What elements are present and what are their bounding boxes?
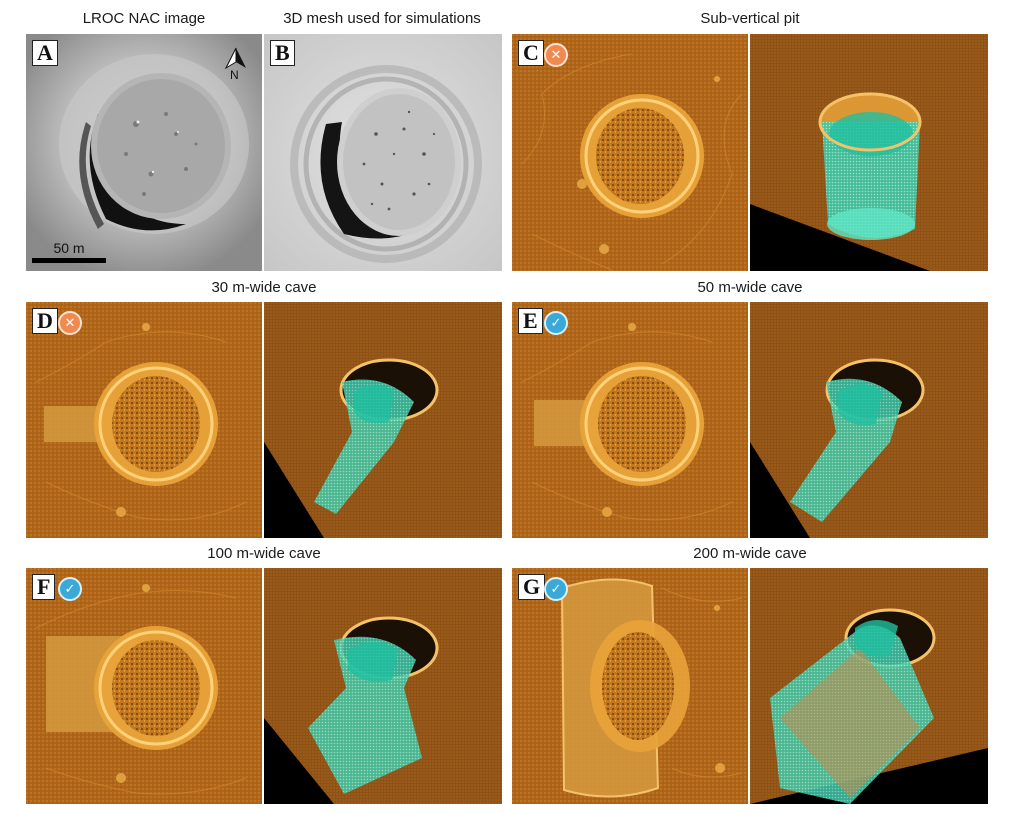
- pit-top-view-render: [512, 34, 748, 271]
- panel-letter-e: E: [518, 308, 543, 334]
- panel-letter-d: D: [32, 308, 58, 334]
- panel-b-3d-mesh: B: [264, 34, 502, 271]
- cave200-top-view-render: [512, 568, 748, 804]
- panel-e-3d-view: [750, 302, 988, 538]
- north-label: N: [230, 68, 239, 82]
- caption-200m-cave: 200 m-wide cave: [693, 545, 807, 562]
- north-arrow-icon: N: [224, 46, 248, 82]
- panel-g-top-view: G ✓: [512, 568, 748, 804]
- caption-lroc-nac: LROC NAC image: [82, 10, 206, 27]
- panel-d-3d-view: [264, 302, 502, 538]
- pit-3d-render: [750, 34, 988, 271]
- panel-c-top-view: C ✕: [512, 34, 748, 271]
- rejected-cross-icon: ✕: [58, 311, 82, 335]
- cave100-top-view-render: [26, 568, 262, 804]
- rejected-cross-icon: ✕: [544, 43, 568, 67]
- panel-a-lroc-image: A N 50 m: [26, 34, 262, 271]
- caption-30m-cave: 30 m-wide cave: [211, 279, 317, 296]
- panel-d-top-view: D ✕: [26, 302, 262, 538]
- cave200-3d-render: [750, 568, 988, 804]
- caption-50m-cave: 50 m-wide cave: [697, 279, 803, 296]
- panel-letter-g: G: [518, 574, 546, 600]
- cave50-3d-render: [750, 302, 988, 538]
- caption-sub-vertical-pit: Sub-vertical pit: [700, 10, 800, 27]
- panel-letter-b: B: [270, 40, 295, 66]
- panel-letter-a: A: [32, 40, 58, 66]
- panel-e-top-view: E ✓: [512, 302, 748, 538]
- panel-letter-f: F: [32, 574, 56, 600]
- accepted-check-icon: ✓: [58, 577, 82, 601]
- mesh-render: [264, 34, 502, 271]
- caption-3d-mesh: 3D mesh used for simulations: [283, 10, 481, 27]
- panel-f-3d-view: [264, 568, 502, 804]
- accepted-check-icon: ✓: [544, 577, 568, 601]
- panel-letter-c: C: [518, 40, 544, 66]
- panel-f-top-view: F ✓: [26, 568, 262, 804]
- panel-c-3d-view: [750, 34, 988, 271]
- cave30-top-view-render: [26, 302, 262, 538]
- accepted-check-icon: ✓: [544, 311, 568, 335]
- panel-g-3d-view: [750, 568, 988, 804]
- cave50-top-view-render: [512, 302, 748, 538]
- cave30-3d-render: [264, 302, 502, 538]
- scale-bar-line: [32, 258, 106, 263]
- scale-bar-label: 50 m: [53, 240, 85, 256]
- caption-100m-cave: 100 m-wide cave: [207, 545, 321, 562]
- cave100-3d-render: [264, 568, 502, 804]
- lroc-nac-picture: [26, 34, 262, 271]
- scale-bar: 50 m: [32, 240, 106, 263]
